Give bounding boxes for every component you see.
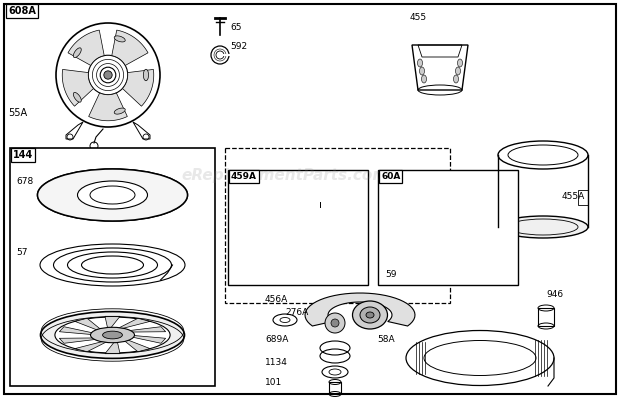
Circle shape bbox=[104, 71, 112, 79]
Text: 101: 101 bbox=[265, 378, 282, 387]
Ellipse shape bbox=[143, 69, 149, 81]
Ellipse shape bbox=[114, 108, 125, 114]
Polygon shape bbox=[248, 248, 295, 268]
Text: 55A: 55A bbox=[8, 108, 27, 118]
Polygon shape bbox=[62, 69, 94, 106]
Text: 689A: 689A bbox=[265, 335, 288, 344]
Circle shape bbox=[316, 196, 324, 204]
Text: 678: 678 bbox=[16, 177, 33, 186]
Text: 459A: 459A bbox=[231, 172, 257, 181]
Ellipse shape bbox=[91, 327, 135, 343]
Text: 1134: 1134 bbox=[265, 358, 288, 367]
Polygon shape bbox=[446, 197, 489, 261]
Ellipse shape bbox=[353, 301, 388, 329]
Polygon shape bbox=[105, 341, 120, 354]
Bar bbox=[225, 148, 450, 303]
Text: 144: 144 bbox=[13, 150, 33, 160]
Ellipse shape bbox=[40, 312, 185, 359]
Ellipse shape bbox=[73, 92, 81, 102]
Polygon shape bbox=[128, 335, 166, 343]
Polygon shape bbox=[75, 318, 102, 331]
Ellipse shape bbox=[102, 331, 122, 339]
Text: 608A: 608A bbox=[8, 6, 36, 16]
Polygon shape bbox=[123, 339, 150, 352]
Ellipse shape bbox=[498, 216, 588, 238]
Ellipse shape bbox=[78, 181, 148, 209]
Polygon shape bbox=[397, 197, 440, 261]
Polygon shape bbox=[578, 190, 588, 205]
Polygon shape bbox=[112, 30, 148, 65]
Polygon shape bbox=[123, 69, 154, 106]
Bar bbox=[538, 308, 554, 326]
Ellipse shape bbox=[55, 317, 170, 353]
Ellipse shape bbox=[422, 75, 427, 83]
Text: eReplacementParts.com: eReplacementParts.com bbox=[182, 168, 389, 183]
Text: 592: 592 bbox=[230, 42, 247, 51]
Circle shape bbox=[325, 313, 345, 333]
Polygon shape bbox=[68, 30, 104, 65]
Polygon shape bbox=[125, 327, 166, 332]
Polygon shape bbox=[75, 341, 108, 352]
Ellipse shape bbox=[114, 36, 125, 42]
Ellipse shape bbox=[73, 48, 81, 58]
Bar bbox=[329, 382, 341, 394]
Polygon shape bbox=[60, 338, 100, 343]
Ellipse shape bbox=[417, 59, 422, 67]
Text: 276A: 276A bbox=[285, 308, 308, 317]
Text: 57: 57 bbox=[16, 248, 27, 257]
Ellipse shape bbox=[456, 67, 461, 75]
Ellipse shape bbox=[420, 67, 425, 75]
Text: 60A: 60A bbox=[381, 172, 401, 181]
Bar bbox=[378, 170, 518, 285]
Polygon shape bbox=[105, 316, 120, 329]
Text: 58A: 58A bbox=[377, 335, 394, 344]
Text: 455A: 455A bbox=[562, 192, 585, 201]
Ellipse shape bbox=[360, 307, 380, 323]
Text: 946: 946 bbox=[546, 290, 563, 299]
Ellipse shape bbox=[458, 59, 463, 67]
Bar bbox=[10, 148, 215, 386]
Polygon shape bbox=[89, 93, 127, 121]
Ellipse shape bbox=[37, 169, 187, 221]
Polygon shape bbox=[60, 327, 97, 335]
Text: 65: 65 bbox=[230, 23, 242, 32]
Text: 455: 455 bbox=[410, 13, 427, 22]
Text: 456A: 456A bbox=[265, 295, 288, 304]
Circle shape bbox=[331, 319, 339, 327]
Ellipse shape bbox=[453, 75, 459, 83]
Polygon shape bbox=[117, 318, 150, 329]
Ellipse shape bbox=[366, 312, 374, 318]
Polygon shape bbox=[305, 293, 415, 326]
Text: 59: 59 bbox=[385, 270, 397, 279]
Bar bbox=[228, 170, 368, 285]
